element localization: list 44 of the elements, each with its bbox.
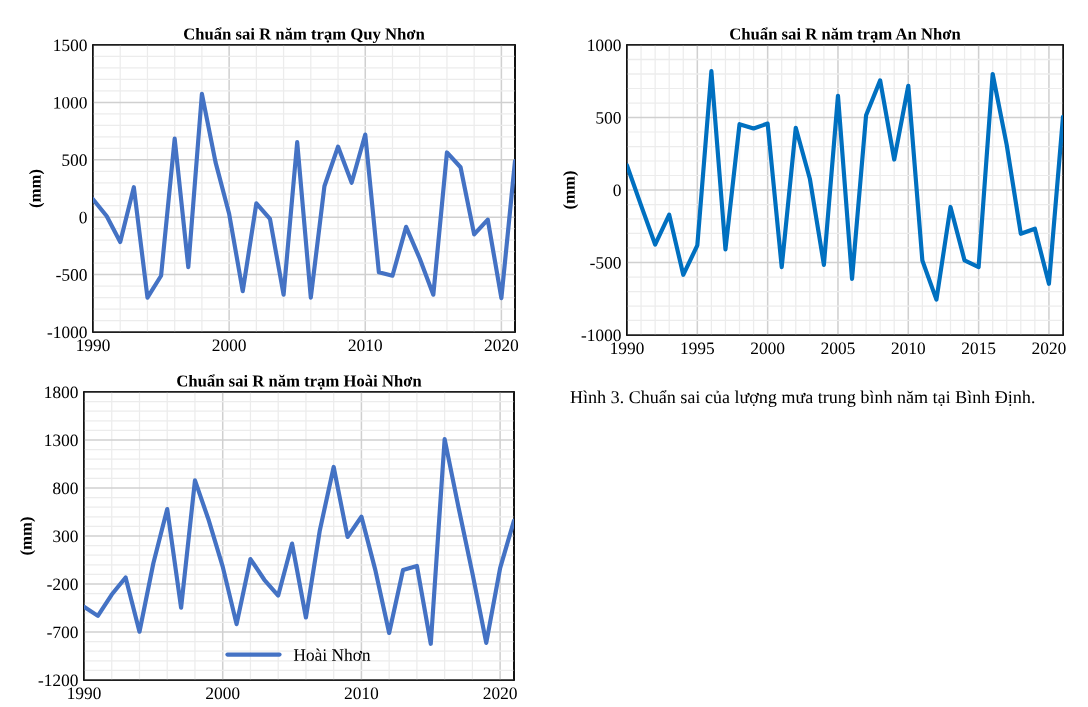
line-series bbox=[84, 436, 514, 646]
x-tick-label: 2005 bbox=[821, 342, 855, 355]
x-tick-label: 1995 bbox=[681, 342, 715, 355]
x-tick-label: 1990 bbox=[77, 339, 110, 352]
y-tick-label: -1000 bbox=[47, 326, 87, 339]
y-tick-label: 0 bbox=[613, 184, 621, 197]
x-tick-label: 2010 bbox=[348, 339, 382, 352]
y-tick-label: -1200 bbox=[38, 674, 78, 687]
line-series bbox=[93, 91, 515, 301]
chart-title: Chuẩn sai R năm trạm An Nhơn bbox=[730, 27, 961, 43]
y-axis-title: (mm) bbox=[29, 169, 45, 208]
chart-title: Chuẩn sai R năm trạm Quy Nhơn bbox=[183, 27, 425, 44]
y-tick-label: -500 bbox=[56, 269, 87, 281]
x-tick-label: 2020 bbox=[1032, 342, 1066, 355]
chart-title: Chuẩn sai R năm trạm Hoài Nhơn bbox=[177, 374, 422, 390]
y-tick-label: 800 bbox=[53, 482, 78, 495]
y-tick-label: 1300 bbox=[45, 434, 78, 447]
y-tick-label: 500 bbox=[596, 111, 621, 124]
y-tick-label: -1000 bbox=[581, 329, 621, 342]
y-tick-label: -500 bbox=[590, 256, 621, 269]
legend-label: Hoài Nhơn bbox=[293, 648, 371, 661]
y-axis-title: (mm) bbox=[20, 517, 36, 555]
text: Hình 3. Chuẩn sai của lượng mưa trung bình năm tại Bình Định. bbox=[570, 390, 1035, 407]
x-tick-label: 1990 bbox=[611, 342, 644, 355]
y-tick-label: 1500 bbox=[54, 39, 87, 52]
y-tick-label: -200 bbox=[47, 578, 78, 591]
x-tick-label: 2020 bbox=[483, 687, 517, 700]
x-tick-label: 1990 bbox=[68, 687, 101, 700]
x-tick-label: 2000 bbox=[751, 342, 785, 355]
x-tick-label: 2010 bbox=[344, 687, 379, 700]
x-tick-label: 2010 bbox=[891, 342, 925, 355]
x-tick-label: 2000 bbox=[212, 339, 246, 352]
line-series bbox=[627, 69, 1063, 302]
y-tick-label: 300 bbox=[53, 530, 78, 543]
y-tick-label: 1800 bbox=[45, 386, 78, 399]
y-tick-label: 0 bbox=[79, 211, 87, 224]
x-tick-label: 2015 bbox=[962, 342, 996, 355]
x-tick-label: 2000 bbox=[206, 687, 240, 700]
y-tick-label: -700 bbox=[47, 626, 78, 639]
y-tick-label: 500 bbox=[62, 154, 87, 166]
y-tick-label: 1000 bbox=[588, 39, 621, 52]
x-tick-label: 2020 bbox=[484, 339, 519, 352]
y-tick-label: 1000 bbox=[54, 96, 87, 109]
y-axis-title: (mm) bbox=[563, 171, 579, 209]
